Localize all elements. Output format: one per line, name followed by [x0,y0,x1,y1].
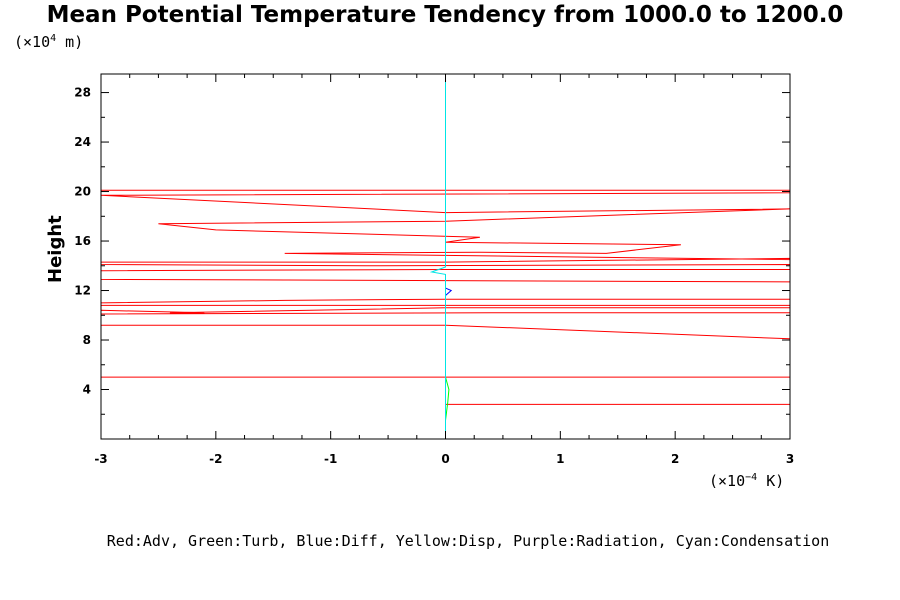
y-unit-suffix: m) [56,33,84,51]
y-tick-label: 28 [74,86,91,100]
x-tick-label: -3 [94,452,107,466]
series-line-turb [445,376,450,421]
series-line-diff [445,287,453,296]
y-tick-label: 8 [83,333,91,347]
x-unit-prefix: (×10 [709,472,746,490]
y-tick-label: 24 [74,135,91,149]
y-tick-label: 12 [74,284,91,298]
x-tick-label: 1 [556,452,564,466]
x-unit-exponent: −4 [745,472,758,483]
x-tick-label: 0 [441,452,449,466]
y-unit-exponent: 4 [50,33,57,44]
x-unit-suffix: K) [757,472,785,490]
y-tick-label: 20 [74,185,91,199]
y-tick-label: 4 [83,383,91,397]
x-tick-label: 3 [786,452,794,466]
series-legend-caption: Red:Adv, Green:Turb, Blue:Diff, Yellow:D… [106,532,830,550]
y-tick-label: 16 [74,234,91,248]
x-tick-label: -2 [209,452,222,466]
series-line-adv [101,189,790,405]
x-tick-label: -1 [324,452,337,466]
series-line-condensation [429,76,446,433]
x-tick-label: 2 [671,452,679,466]
chart-title: Mean Potential Temperature Tendency from… [46,2,844,28]
x-axis-unit-label: (×10−4 K) [709,472,784,490]
y-unit-prefix: (×10 [14,33,51,51]
y-axis-unit-label: (×104 m) [14,33,83,51]
